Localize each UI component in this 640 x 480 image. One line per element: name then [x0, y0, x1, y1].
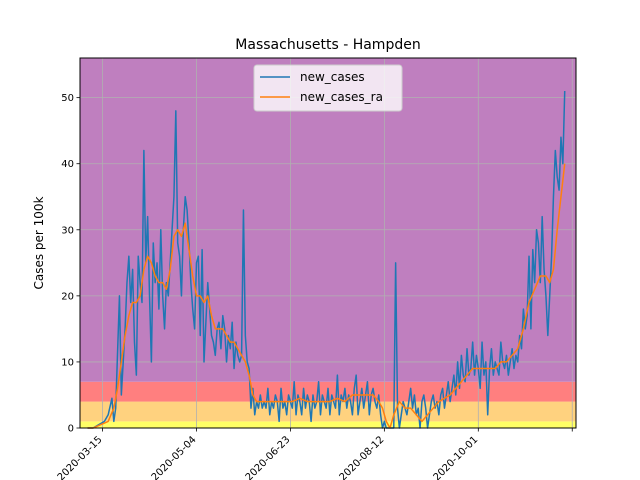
- legend-box: [253, 64, 403, 112]
- y-axis-label: Cases per 100k: [32, 196, 46, 289]
- y-tick-label: 0: [68, 424, 74, 435]
- x-tick-label: 2020-10-01: [432, 434, 481, 480]
- y-tick-label: 50: [61, 93, 74, 104]
- risk-band-3: [80, 58, 576, 382]
- x-axis: 2020-03-15 2020-05-04 2020-06-23 2020-08-12…: [56, 428, 573, 480]
- x-tick-label: 2020-06-23: [244, 434, 293, 480]
- x-tick-label: 2020-08-12: [338, 434, 387, 480]
- y-tick-label: 20: [61, 291, 74, 302]
- y-tick-label: 40: [61, 159, 74, 170]
- legend: new_cases new_cases_ra: [253, 64, 403, 112]
- legend-label: new_cases: [300, 70, 365, 84]
- x-tick-label: 2020-05-04: [150, 434, 199, 480]
- series-line-new-cases-ra: [87, 163, 566, 429]
- legend-label: new_cases_ra: [300, 90, 383, 104]
- risk-band-1: [80, 401, 576, 422]
- risk-bands: [80, 58, 576, 428]
- y-axis: 0 10 20 30 40 50: [61, 93, 80, 435]
- y-tick-label: 30: [61, 225, 74, 236]
- series-line-new-cases: [87, 91, 566, 429]
- plot-frame: [79, 57, 577, 429]
- risk-band-0: [80, 421, 576, 428]
- chart-title: Massachusetts - Hampden: [235, 37, 420, 53]
- series-lines: [87, 91, 566, 429]
- y-tick-label: 10: [61, 357, 74, 368]
- x-tick-label: 2020-03-15: [56, 434, 105, 480]
